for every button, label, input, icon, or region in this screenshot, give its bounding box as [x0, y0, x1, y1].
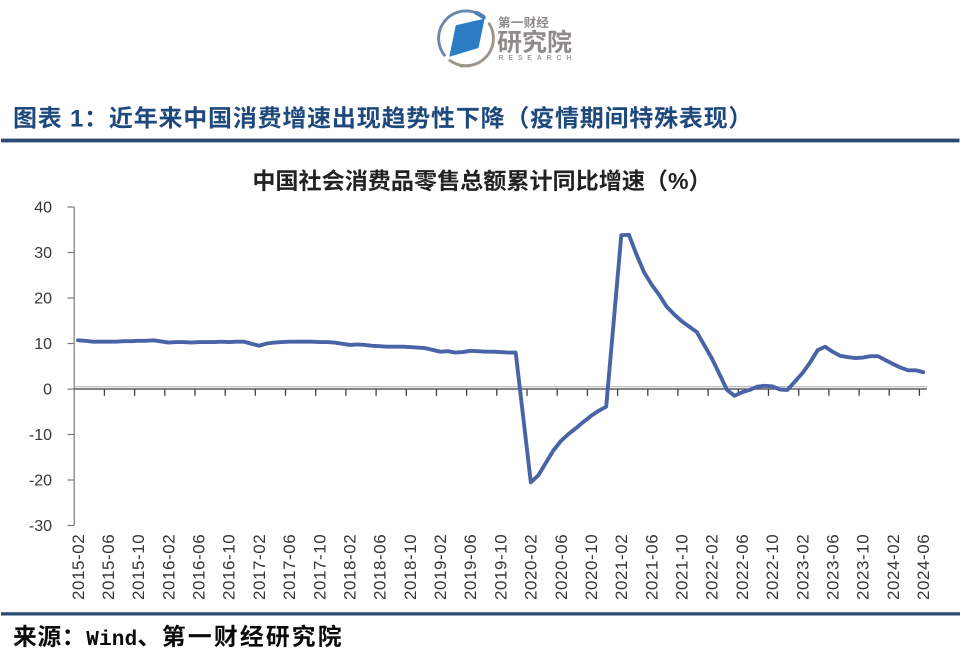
svg-text:-10: -10	[29, 427, 52, 444]
svg-text:2021-06: 2021-06	[642, 534, 661, 600]
svg-text:2015-10: 2015-10	[129, 534, 148, 600]
svg-text:2023-10: 2023-10	[854, 534, 873, 600]
svg-text:40: 40	[34, 200, 52, 217]
svg-text:RESEARCH: RESEARCH	[499, 55, 577, 62]
svg-text:来源：Wind、第一财经研究院: 来源：Wind、第一财经研究院	[13, 617, 344, 652]
svg-text:2018-06: 2018-06	[371, 534, 390, 600]
svg-text:2023-02: 2023-02	[793, 534, 812, 600]
svg-text:2021-10: 2021-10	[673, 534, 692, 600]
svg-text:2017-02: 2017-02	[250, 534, 269, 600]
svg-text:2018-10: 2018-10	[401, 534, 420, 600]
svg-text:2024-02: 2024-02	[884, 534, 903, 600]
svg-text:2019-06: 2019-06	[461, 534, 480, 600]
svg-text:2022-02: 2022-02	[703, 534, 722, 600]
svg-text:2019-02: 2019-02	[431, 534, 450, 600]
svg-text:2023-06: 2023-06	[823, 534, 842, 600]
svg-text:2015-02: 2015-02	[69, 534, 88, 600]
svg-text:2017-06: 2017-06	[280, 534, 299, 600]
svg-text:2016-02: 2016-02	[159, 534, 178, 600]
svg-text:2017-10: 2017-10	[310, 534, 329, 600]
svg-text:2020-02: 2020-02	[522, 534, 541, 600]
svg-text:-20: -20	[29, 473, 52, 490]
svg-text:2022-06: 2022-06	[733, 534, 752, 600]
svg-text:2024-06: 2024-06	[914, 534, 933, 600]
svg-text:研究院: 研究院	[497, 23, 572, 59]
svg-text:2018-02: 2018-02	[341, 534, 360, 600]
svg-text:2020-06: 2020-06	[552, 534, 571, 600]
svg-text:20: 20	[34, 291, 52, 308]
svg-text:2016-06: 2016-06	[190, 534, 209, 600]
svg-text:2020-10: 2020-10	[582, 534, 601, 600]
svg-text:2022-10: 2022-10	[763, 534, 782, 600]
svg-text:30: 30	[34, 245, 52, 262]
svg-text:10: 10	[34, 336, 52, 353]
svg-text:2016-10: 2016-10	[220, 534, 239, 600]
svg-text:中国社会消费品零售总额累计同比增速（%）: 中国社会消费品零售总额累计同比增速（%）	[252, 162, 711, 196]
svg-text:2019-10: 2019-10	[491, 534, 510, 600]
svg-text:第一财经: 第一财经	[498, 12, 549, 31]
svg-text:2015-06: 2015-06	[99, 534, 118, 600]
svg-text:0: 0	[43, 382, 52, 399]
svg-text:2021-02: 2021-02	[612, 534, 631, 600]
svg-text:图表 1：近年来中国消费增速出现趋势性下降（疫情期间特殊表现: 图表 1：近年来中国消费增速出现趋势性下降（疫情期间特殊表现）	[13, 99, 753, 134]
svg-text:-30: -30	[29, 518, 52, 535]
